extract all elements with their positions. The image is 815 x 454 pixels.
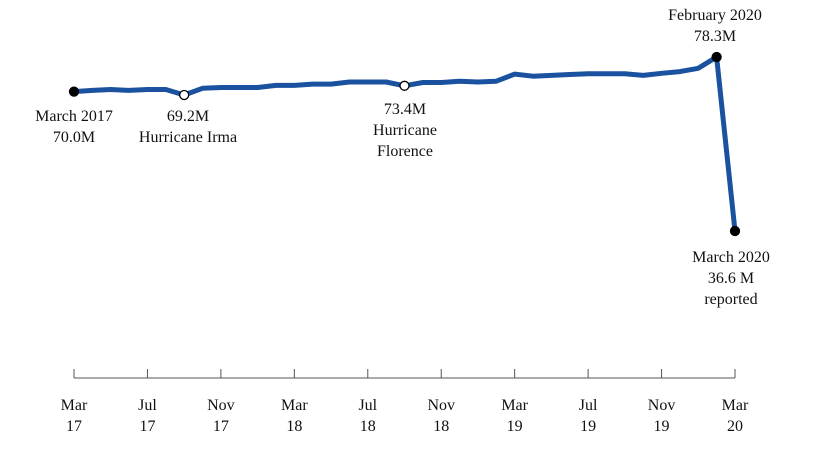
filled-point-marker xyxy=(711,51,722,63)
annotation-text: Hurricane xyxy=(373,122,437,139)
x-tick-label: 17 xyxy=(139,418,155,435)
annotation-text: 73.4M xyxy=(384,101,426,118)
x-tick-label: Jul xyxy=(358,397,377,414)
x-tick-label: Nov xyxy=(648,397,676,414)
filled-point-marker xyxy=(68,86,80,97)
x-tick-label: Jul xyxy=(579,397,598,414)
x-tick-label: 20 xyxy=(727,418,743,435)
annotation-text: 69.2M xyxy=(167,108,209,125)
x-tick-label: 17 xyxy=(66,418,82,435)
x-tick-label: 18 xyxy=(360,418,376,435)
filled-point-marker xyxy=(729,225,741,237)
marker-group xyxy=(68,51,741,237)
annotation-text: March 2017 xyxy=(35,108,113,125)
x-tick-label: 19 xyxy=(580,418,596,435)
annotation-text: 36.6 M xyxy=(708,270,754,287)
x-tick-label: Mar xyxy=(61,397,88,414)
x-tick-label: 18 xyxy=(286,418,302,435)
open-point-marker xyxy=(399,80,410,91)
x-tick-label: 17 xyxy=(213,418,229,435)
x-tick-label: Nov xyxy=(427,397,455,414)
annotation-text: March 2020 xyxy=(692,249,770,266)
x-tick-label: Nov xyxy=(207,397,235,414)
annotation-text: Hurricane Irma xyxy=(139,129,237,146)
point-annotation: 69.2M Hurricane Irma xyxy=(139,108,237,146)
annotation-group: March 2017 70.0M 69.2M Hurricane Irma 73.4M H… xyxy=(35,7,770,308)
x-tick-label: Mar xyxy=(281,397,308,414)
annotation-text: Florence xyxy=(377,143,433,160)
x-tick-label: Jul xyxy=(138,397,157,414)
x-axis: Mar 17 Jul 17 Nov 17 Mar 18 Jul 18 Nov 18 Mar 19 Jul 19… xyxy=(61,369,749,435)
annotation-text: February 2020 xyxy=(668,7,762,24)
point-annotation: March 2020 36.6 M reported xyxy=(692,249,770,308)
x-tick-label: Mar xyxy=(722,397,749,414)
x-tick-label: Mar xyxy=(501,397,528,414)
annotation-text: reported xyxy=(704,291,757,308)
point-annotation: 73.4M Hurricane Florence xyxy=(373,101,437,160)
point-annotation: March 2017 70.0M xyxy=(35,108,113,146)
annotation-text: 70.0M xyxy=(53,129,95,146)
point-annotation: February 2020 78.3M xyxy=(668,7,762,45)
annotation-text: 78.3M xyxy=(694,28,736,45)
open-point-marker xyxy=(179,89,190,101)
x-tick-label: 18 xyxy=(433,418,449,435)
x-tick-label: 19 xyxy=(507,418,523,435)
x-tick-label: 19 xyxy=(654,418,670,435)
